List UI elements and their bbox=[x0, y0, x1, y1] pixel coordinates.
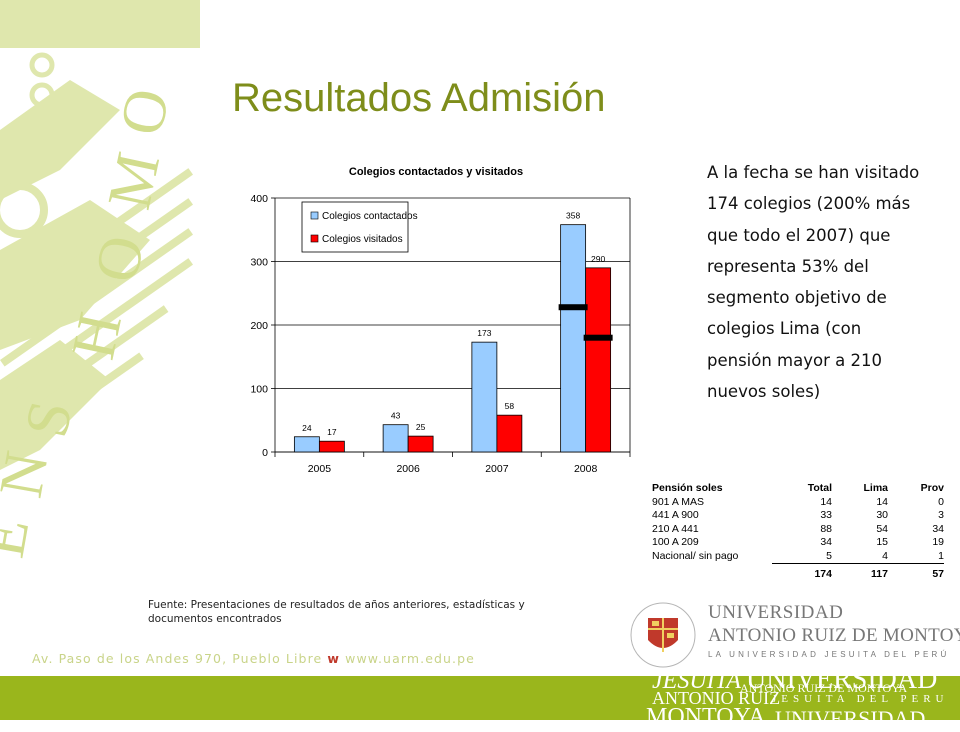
web-marker: w bbox=[327, 651, 341, 666]
table-row: 901 A MAS 14 14 0 bbox=[652, 496, 944, 510]
chart-bars bbox=[293, 224, 613, 453]
bar-colegios-visitados bbox=[407, 435, 434, 453]
data-label: 24 bbox=[302, 423, 312, 433]
bar-colegios-contactados bbox=[293, 436, 320, 453]
slide-title: Resultados Admisión bbox=[232, 76, 606, 120]
table-cell: 54 bbox=[876, 522, 888, 535]
x-tick-label: 2008 bbox=[574, 463, 598, 475]
table-cell: 19 bbox=[932, 536, 944, 548]
band-text-jesuita-del-peru: JESUITA DEL PERU bbox=[772, 693, 949, 705]
table-row: 441 A 900 33 30 3 bbox=[652, 509, 944, 523]
table-cell: 14 bbox=[876, 495, 888, 508]
logo-line-2: ANTONIO RUIZ DE MONTOYA bbox=[708, 625, 960, 646]
table-total-row: 174 117 57 bbox=[652, 563, 944, 582]
table-cell: 901 A MAS bbox=[652, 495, 704, 508]
y-tick-label: 300 bbox=[250, 257, 268, 269]
table-cell: 210 A 441 bbox=[652, 522, 699, 535]
emblem-decoration bbox=[0, 0, 200, 470]
x-tick-label: 2007 bbox=[485, 463, 509, 475]
chart-labels: 0 100 200 300 400 2005 24 17 2006 43 25 2007 173 58 20… bbox=[250, 193, 605, 475]
table-cell: 0 bbox=[938, 495, 944, 508]
bar-colegios-visitados bbox=[318, 440, 345, 453]
pension-table: Pensión soles Total Lima Prov 901 A MAS … bbox=[652, 482, 944, 582]
legend-swatch-contactados bbox=[310, 211, 319, 220]
pension-header-cell: Lima bbox=[863, 482, 888, 494]
data-label: 17 bbox=[327, 427, 337, 437]
motto-letter-m: M bbox=[95, 147, 173, 215]
pension-table-header: Pensión soles Total Lima Prov bbox=[652, 482, 944, 496]
data-label: 358 bbox=[566, 211, 580, 221]
summary-text: A la fecha se han visitado 174 colegios … bbox=[707, 163, 920, 402]
legend-label-contactados: Colegios contactados bbox=[322, 211, 418, 222]
logo-tagline: LA UNIVERSIDAD JESUITA DEL PERÚ bbox=[708, 650, 950, 659]
table-row: Nacional/ sin pago 5 4 1 bbox=[652, 550, 944, 564]
data-label: 173 bbox=[477, 328, 491, 338]
data-label: 25 bbox=[416, 422, 426, 432]
target-marker bbox=[583, 334, 613, 341]
chart-title: Colegios contactados y visitados bbox=[349, 166, 523, 178]
y-tick-label: 100 bbox=[250, 384, 268, 396]
table-row: 100 A 209 34 15 19 bbox=[652, 536, 944, 550]
band-text-universidad: UNIVERSIDAD bbox=[746, 664, 938, 695]
table-cell: 34 bbox=[932, 522, 944, 535]
table-cell: 88 bbox=[820, 522, 832, 535]
total-cell: 174 bbox=[772, 563, 832, 582]
table-cell: 5 bbox=[826, 549, 832, 562]
table-cell: 14 bbox=[820, 495, 832, 508]
target-marker bbox=[558, 304, 588, 311]
x-tick-label: 2006 bbox=[396, 463, 420, 475]
band-text-montoya: MONTOYA bbox=[646, 704, 766, 730]
bar-colegios-contactados bbox=[382, 424, 409, 453]
logo-line-1: UNIVERSIDAD bbox=[708, 602, 844, 623]
motto-letter-e: E bbox=[0, 513, 42, 562]
data-label: 290 bbox=[591, 254, 605, 264]
y-tick-label: 200 bbox=[250, 320, 268, 332]
table-cell bbox=[652, 564, 772, 582]
seal-icon bbox=[630, 602, 696, 668]
footer-address: Av. Paso de los Andes 970, Pueblo Libre … bbox=[32, 651, 475, 666]
bar-colegios-contactados bbox=[560, 224, 587, 453]
x-tick-label: 2005 bbox=[308, 463, 332, 475]
band-text-universidad-2: UNIVERSIDAD bbox=[775, 706, 926, 731]
motto-letter-o2: O bbox=[107, 83, 183, 141]
chart-legend: Colegios contactados Colegios visitados bbox=[301, 201, 418, 253]
data-label: 58 bbox=[505, 401, 515, 411]
table-cell: 100 A 209 bbox=[652, 536, 699, 548]
table-cell: 441 A 900 bbox=[652, 509, 699, 521]
website-link[interactable]: www.uarm.edu.pe bbox=[345, 651, 475, 666]
bar-colegios-visitados bbox=[585, 267, 612, 453]
source-note: Fuente: Presentaciones de resultados de … bbox=[148, 599, 525, 625]
table-cell: 1 bbox=[938, 549, 944, 562]
data-label: 43 bbox=[391, 411, 401, 421]
pension-header-cell: Pensión soles bbox=[652, 482, 723, 494]
band-text-antonio-ruiz-de-montoya: ANTONIO RUIZ DE MONTOYA bbox=[740, 681, 908, 695]
total-cell: 57 bbox=[888, 563, 944, 582]
table-cell: 30 bbox=[876, 509, 888, 521]
bar-colegios-visitados bbox=[496, 414, 523, 453]
table-cell: 34 bbox=[820, 536, 832, 548]
legend-label-visitados: Colegios visitados bbox=[322, 234, 403, 245]
table-cell: 15 bbox=[876, 536, 888, 548]
y-tick-label: 400 bbox=[250, 193, 268, 205]
table-cell: 3 bbox=[938, 509, 944, 521]
band-text-antonio-ruiz: ANTONIO RUIZ bbox=[652, 688, 781, 708]
bar-chart: Colegios contactados y visitados 0 100 200… bbox=[250, 166, 631, 475]
footer-band: JESUITA UNIVERSIDAD ANTONIO RUIZ DE MONT… bbox=[0, 664, 960, 731]
legend-swatch-visitados bbox=[310, 234, 319, 243]
band-text-jesuita: JESUITA bbox=[652, 668, 741, 694]
table-cell: 33 bbox=[820, 509, 832, 521]
motto-letter-n: N bbox=[0, 447, 62, 503]
total-cell: 117 bbox=[832, 563, 888, 582]
y-tick-label: 0 bbox=[262, 447, 268, 459]
pension-header-cell: Prov bbox=[920, 482, 944, 494]
legend-box bbox=[301, 201, 409, 253]
table-cell: 4 bbox=[882, 549, 888, 562]
table-row: 210 A 441 88 54 34 bbox=[652, 523, 944, 537]
table-cell: Nacional/ sin pago bbox=[652, 549, 739, 562]
bar-colegios-contactados bbox=[471, 341, 498, 453]
pension-header-cell: Total bbox=[807, 482, 832, 494]
address-text: Av. Paso de los Andes 970, Pueblo Libre bbox=[32, 651, 323, 666]
university-logo: UNIVERSIDAD ANTONIO RUIZ DE MONTOYA LA U… bbox=[628, 600, 960, 668]
